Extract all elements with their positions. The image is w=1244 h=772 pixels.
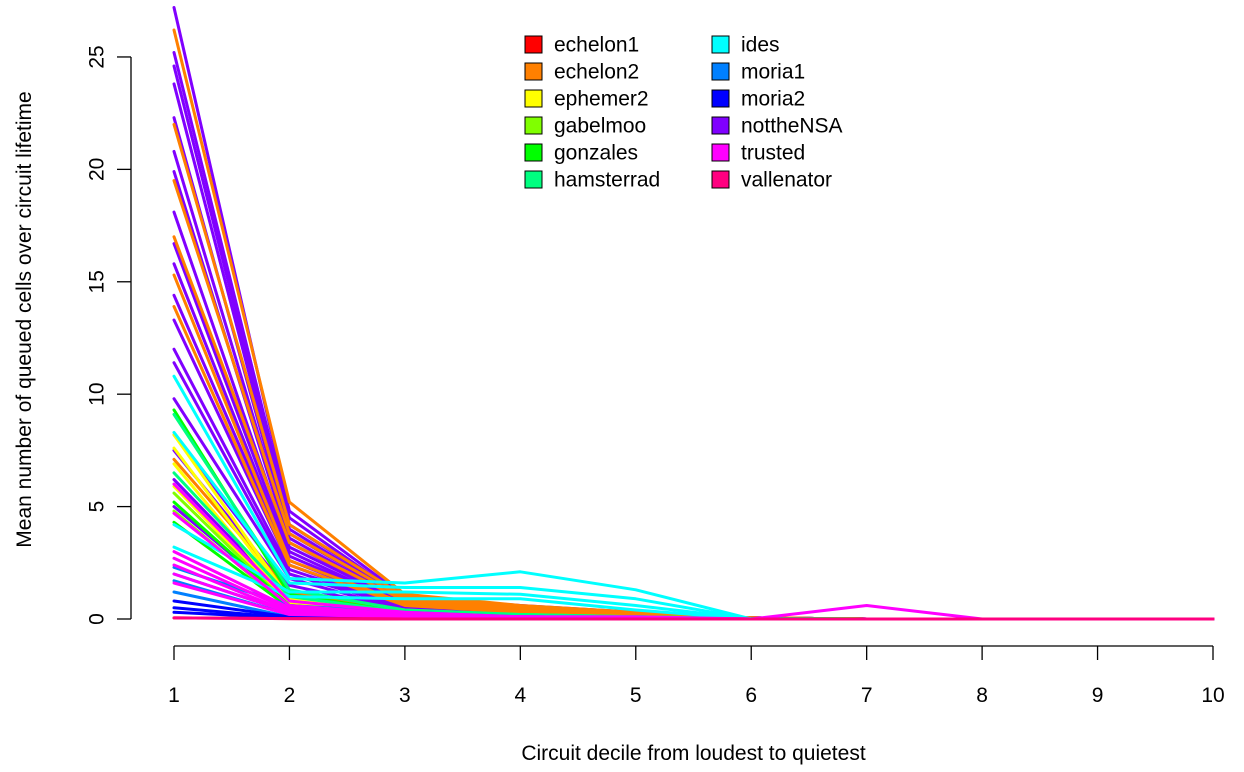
x-tick-label: 2 <box>284 684 296 707</box>
y-tick-label: 10 <box>85 383 108 406</box>
y-tick-label: 5 <box>85 501 108 513</box>
x-tick-label: 1 <box>168 684 180 707</box>
y-tick-label: 0 <box>85 613 108 625</box>
series-line-23 <box>172 235 1215 621</box>
legend: echelon1 echelon2 ephemer2 gabelmoo gonzales… <box>524 33 843 191</box>
y-tick-label: 20 <box>85 158 108 181</box>
legend-item-echelon1: echelon1 <box>524 33 639 56</box>
legend-swatch <box>524 35 543 54</box>
x-tick-label: 8 <box>976 684 988 707</box>
x-tick-label: 7 <box>861 684 873 707</box>
legend-item-vallenator: vallenator <box>711 168 832 191</box>
series-line-57 <box>172 616 1215 621</box>
x-axis-label: Circuit decile from loudest to quietest <box>521 742 865 765</box>
legend-swatch <box>711 89 730 108</box>
legend-label: trusted <box>741 141 805 164</box>
legend-label: echelon2 <box>554 60 639 83</box>
legend-item-gabelmoo: gabelmoo <box>524 114 646 137</box>
legend-item-moria1: moria1 <box>711 60 805 83</box>
legend-swatch <box>711 170 730 189</box>
legend-swatch <box>711 116 730 135</box>
legend-item-ides: ides <box>711 33 780 56</box>
series-line-20 <box>172 28 1215 621</box>
x-tick-label: 4 <box>514 684 526 707</box>
y-tick-label: 25 <box>85 45 108 68</box>
x-tick-label: 10 <box>1201 684 1224 707</box>
legend-swatch <box>524 62 543 81</box>
legend-swatch <box>524 116 543 135</box>
legend-label: hamsterrad <box>554 168 660 191</box>
x-tick-label: 9 <box>1092 684 1104 707</box>
series-line-5 <box>172 116 1215 621</box>
axes: 0 5 10 15 20 25 1 2 3 4 5 6 7 8 9 10 Circuit decile fr… <box>13 45 1225 765</box>
legend-item-gonzales: gonzales <box>524 141 638 164</box>
legend-item-moria2: moria2 <box>711 87 805 110</box>
legend-swatch <box>711 35 730 54</box>
legend-swatch <box>711 62 730 81</box>
legend-label: ephemer2 <box>554 87 649 110</box>
legend-label: moria1 <box>741 60 805 83</box>
legend-label: vallenator <box>741 168 832 191</box>
x-tick-label: 3 <box>399 684 411 707</box>
legend-label: nottheNSA <box>741 114 843 137</box>
legend-item-nottheNSA: nottheNSA <box>711 114 843 137</box>
legend-swatch <box>524 170 543 189</box>
legend-label: moria2 <box>741 87 805 110</box>
y-tick-label: 15 <box>85 270 108 293</box>
y-axis-label: Mean number of queued cells over circuit… <box>13 91 36 547</box>
x-tick-label: 5 <box>630 684 642 707</box>
legend-swatch <box>711 143 730 162</box>
legend-item-echelon2: echelon2 <box>524 60 639 83</box>
legend-label: gonzales <box>554 141 638 164</box>
legend-label: gabelmoo <box>554 114 646 137</box>
series-line-4 <box>172 82 1215 621</box>
series-line-33 <box>172 408 1215 621</box>
legend-item-hamsterrad: hamsterrad <box>524 168 660 191</box>
legend-swatch <box>524 89 543 108</box>
legend-label: ides <box>741 33 780 56</box>
legend-label: echelon1 <box>554 33 639 56</box>
x-ticks: 1 2 3 4 5 6 7 8 9 10 <box>168 646 1225 707</box>
legend-item-trusted: trusted <box>711 141 805 164</box>
x-tick-label: 6 <box>745 684 757 707</box>
legend-swatch <box>524 143 543 162</box>
series-layer <box>172 6 1215 621</box>
series-line-1 <box>172 6 1215 621</box>
y-ticks: 0 5 10 15 20 25 <box>85 45 131 625</box>
legend-item-ephemer2: ephemer2 <box>524 87 649 110</box>
